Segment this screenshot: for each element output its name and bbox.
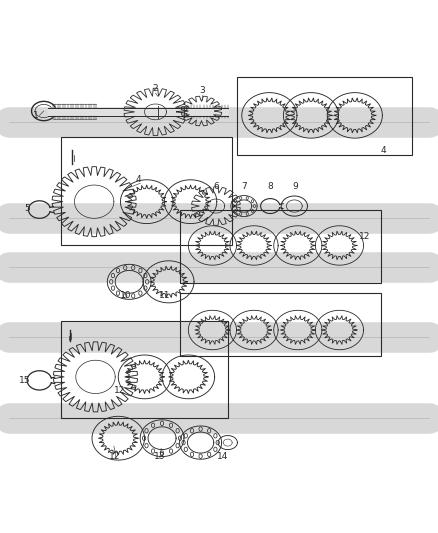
Text: 11: 11 bbox=[159, 291, 170, 300]
Text: 8: 8 bbox=[267, 182, 273, 191]
Text: 4: 4 bbox=[136, 175, 141, 184]
Text: 6: 6 bbox=[213, 182, 219, 191]
Bar bbox=[237, 77, 412, 155]
Text: 5: 5 bbox=[24, 204, 30, 213]
Text: 12: 12 bbox=[114, 386, 125, 394]
Text: 13: 13 bbox=[154, 452, 166, 461]
Bar bbox=[61, 138, 232, 245]
Text: 2: 2 bbox=[152, 84, 158, 93]
Text: 12: 12 bbox=[109, 452, 120, 461]
Text: 14: 14 bbox=[217, 452, 228, 461]
Text: 15: 15 bbox=[19, 376, 30, 385]
Bar bbox=[180, 293, 381, 356]
Text: 1: 1 bbox=[33, 110, 39, 119]
Bar bbox=[180, 209, 381, 283]
Bar bbox=[61, 321, 228, 418]
Text: 7: 7 bbox=[241, 182, 247, 191]
Text: 10: 10 bbox=[120, 291, 131, 300]
Text: 12: 12 bbox=[359, 232, 371, 241]
Text: 4: 4 bbox=[381, 147, 387, 156]
Text: 3: 3 bbox=[199, 86, 205, 95]
Text: 9: 9 bbox=[292, 182, 298, 191]
